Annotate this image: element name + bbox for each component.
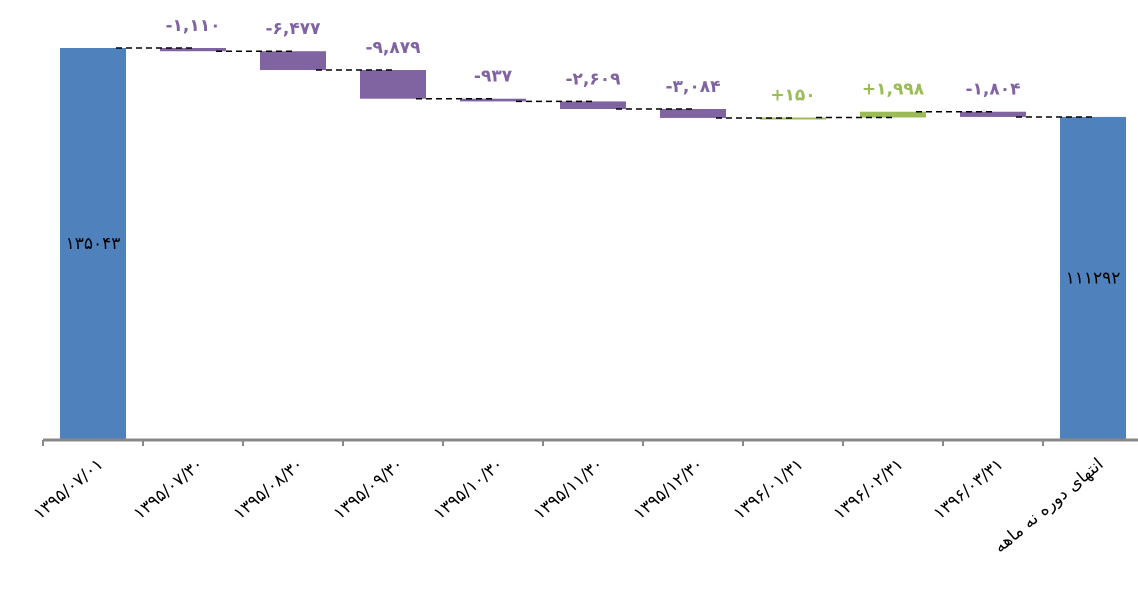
bar bbox=[560, 101, 626, 109]
x-tick-label: ۱۳۹۵/۰۹/۳۰ bbox=[330, 454, 408, 524]
data-label: -۲,۶۰۹ bbox=[565, 69, 621, 89]
x-tick-label: ۱۳۹۵/۱۲/۳۰ bbox=[630, 454, 708, 524]
x-tick-label: انتهای دوره نه ماهه bbox=[990, 454, 1107, 557]
bar bbox=[460, 98, 526, 102]
x-tick-label: ۱۳۹۵/۰۸/۳۰ bbox=[230, 454, 308, 524]
x-tick-label: ۱۳۹۵/۰۷/۳۰ bbox=[130, 454, 208, 524]
x-tick-label: ۱۳۹۵/۰۷/۰۱ bbox=[30, 454, 108, 524]
data-label: -۳,۰۸۴ bbox=[665, 77, 720, 97]
x-tick-label: ۱۳۹۶/۰۳/۳۱ bbox=[930, 454, 1008, 524]
bar bbox=[660, 108, 726, 118]
x-tick-label: ۱۳۹۵/۱۱/۳۰ bbox=[530, 454, 608, 524]
data-label: -۹۳۷ bbox=[474, 67, 513, 87]
data-label: -۱,۸۰۴ bbox=[965, 80, 1020, 100]
bar bbox=[960, 111, 1026, 117]
bar bbox=[60, 48, 126, 440]
bar bbox=[1060, 116, 1126, 440]
x-tick-label: ۱۳۹۵/۱۰/۳۰ bbox=[430, 454, 508, 524]
bar bbox=[760, 117, 826, 120]
bar bbox=[860, 111, 926, 118]
data-label: ۱۱۱۲۹۲ bbox=[1066, 268, 1121, 288]
x-tick-label: ۱۳۹۶/۰۱/۳۱ bbox=[730, 454, 808, 524]
data-label: -۹,۸۷۹ bbox=[365, 38, 421, 58]
x-tick-label: ۱۳۹۶/۰۲/۳۱ bbox=[830, 454, 908, 524]
bar bbox=[160, 48, 226, 52]
data-label: -۶,۴۷۷ bbox=[265, 19, 321, 39]
data-label: +۱۵۰ bbox=[770, 86, 815, 106]
bar bbox=[260, 51, 326, 71]
data-label: ۱۳۵۰۴۳ bbox=[66, 234, 121, 254]
bar bbox=[360, 70, 426, 99]
data-label: +۱,۹۹۸ bbox=[862, 80, 925, 100]
data-label: -۱,۱۱۰ bbox=[165, 16, 220, 36]
